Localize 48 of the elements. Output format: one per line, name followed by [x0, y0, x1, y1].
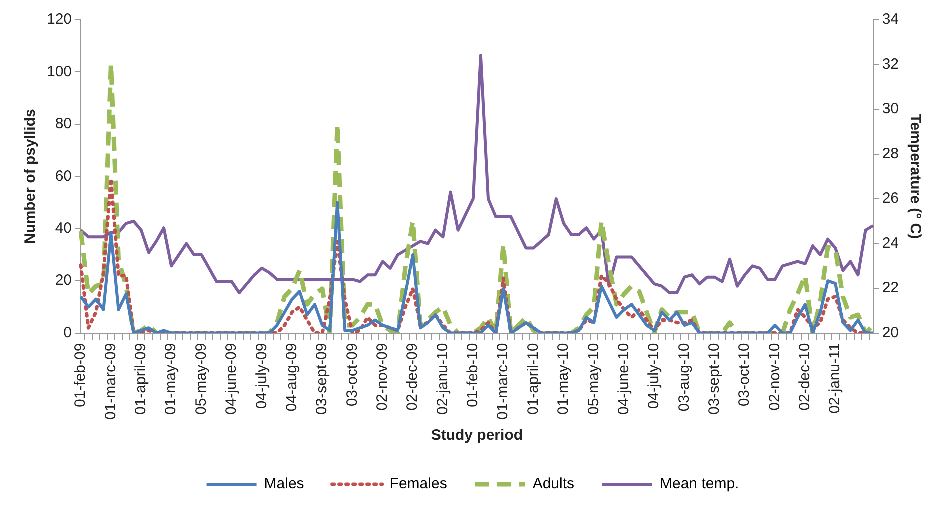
x-tick-label: 03-sept-10 — [706, 343, 723, 416]
legend-label: Males — [264, 476, 304, 493]
y-tick-label: 120 — [46, 11, 72, 28]
x-tick-label: 01-april-09 — [132, 343, 150, 416]
y-axis-title: Number of psyllids — [22, 109, 40, 244]
x-tick-label: 01-feb-10 — [464, 343, 482, 408]
y-tick-label: 100 — [46, 63, 72, 80]
x-tick-label: 03-oct-09 — [344, 343, 361, 407]
x-tick-label: 02-janu-11 — [826, 343, 844, 414]
y2-axis-title: Temperature (° C) — [906, 114, 924, 240]
y-tick-label: 80 — [55, 116, 72, 133]
x-tick-label: 04-july-09 — [253, 343, 270, 410]
x-tick-label: 04-june-10 — [615, 343, 632, 416]
x-tick-label: 02-dec-09 — [404, 343, 422, 411]
x-tick-label: 04-july-10 — [646, 343, 663, 410]
y-tick-label: 40 — [55, 220, 72, 238]
x-tick-label: 03-aug-10 — [676, 343, 693, 412]
y2-tick-label: 20 — [882, 324, 900, 342]
x-tick-label: 05-may-09 — [192, 343, 210, 416]
y2-tick-label: 26 — [882, 190, 900, 208]
x-axis-title: Study period — [431, 427, 524, 444]
x-tick-label: 02-nov-10 — [766, 343, 784, 411]
x-tick-label: 01-may-09 — [162, 343, 180, 416]
x-tick-label: 02-nov-09 — [374, 343, 391, 411]
legend-label: Adults — [532, 476, 575, 493]
y2-tick-label: 30 — [882, 100, 900, 118]
y2-tick-label: 32 — [882, 56, 900, 73]
x-tick-label: 01-april-10 — [524, 343, 542, 416]
x-tick-label: 01-marc-09 — [102, 343, 120, 420]
y2-tick-label: 28 — [882, 145, 900, 162]
y2-tick-label: 34 — [882, 11, 900, 28]
y-tick-label: 20 — [55, 272, 72, 290]
x-tick-label: 03-oct-10 — [736, 343, 754, 407]
x-tick-label: 05-may-10 — [585, 343, 602, 416]
x-tick-label: 01-marc-10 — [494, 343, 512, 420]
x-tick-label: 04-aug-09 — [283, 343, 300, 412]
x-tick-label: 02-dec-10 — [796, 343, 814, 411]
x-tick-label: 04-june-09 — [223, 343, 240, 416]
y2-tick-label: 22 — [882, 280, 900, 297]
y2-tick-label: 24 — [882, 234, 900, 252]
x-tick-label: 01-may-10 — [555, 343, 572, 416]
y-tick-label: 0 — [64, 324, 72, 342]
legend-label: Females — [390, 476, 448, 493]
y-tick-label: 60 — [55, 168, 72, 185]
x-tick-label: 02-janu-10 — [434, 343, 452, 416]
x-tick-label: 01-feb-09 — [72, 343, 90, 408]
x-tick-label: 03-sept-09 — [314, 343, 331, 416]
legend-label: Mean temp. — [660, 476, 740, 493]
